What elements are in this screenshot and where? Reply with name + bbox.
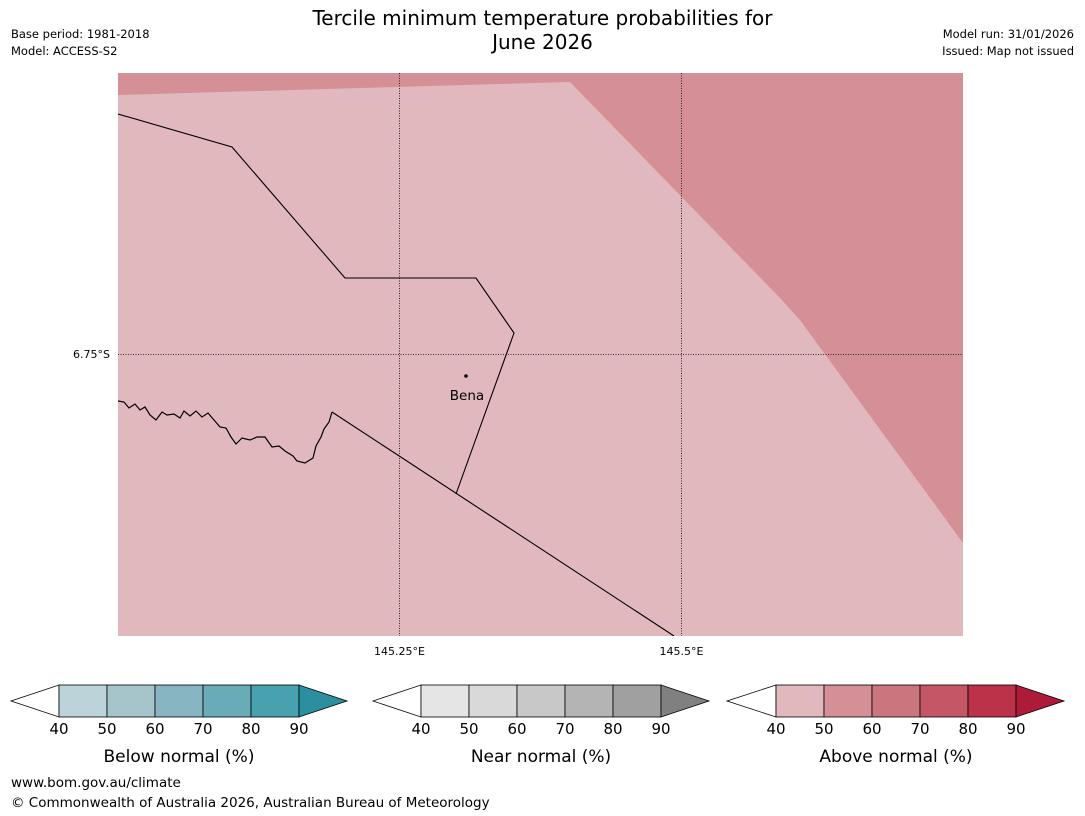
title-line-1: Tercile minimum temperature probabilitie… — [312, 6, 773, 30]
legend-cell — [468, 684, 518, 718]
lon-label-1: 145.25°E — [374, 645, 425, 658]
legend-title: Above normal (%) — [819, 747, 972, 767]
base-period: Base period: 1981-2018 — [11, 27, 150, 41]
legend-cell — [967, 684, 1017, 718]
legend-cell — [202, 684, 252, 718]
legend-tick-label: 70 — [910, 720, 929, 738]
lat-label: 6.75°S — [73, 348, 110, 361]
legend-arrow-low — [9, 684, 60, 718]
legend-cell — [154, 684, 204, 718]
lon-label-2: 145.5°E — [660, 645, 704, 658]
legend-arrow-high — [298, 684, 349, 718]
legend-tick-label: 70 — [555, 720, 574, 738]
legend-cell — [823, 684, 873, 718]
legend-cell — [612, 684, 662, 718]
legend-title: Below normal (%) — [104, 747, 255, 767]
legend-tick-label: 60 — [507, 720, 526, 738]
legend-cell — [106, 684, 156, 718]
map-figure: Bena 6.75°S 145.25°E 145.5°E — [73, 73, 963, 658]
legend-tick-label: 40 — [766, 720, 785, 738]
legend-cell — [564, 684, 614, 718]
legend-cell — [420, 684, 470, 718]
legend-tick-label: 70 — [193, 720, 212, 738]
legend-cell — [250, 684, 300, 718]
legend-tick-label: 50 — [459, 720, 478, 738]
legend-cell — [775, 684, 825, 718]
model-name: Model: ACCESS-S2 — [11, 44, 118, 58]
legend-cell — [516, 684, 566, 718]
region-above-normal-50-60 — [118, 73, 963, 543]
legend-tick-label: 50 — [97, 720, 116, 738]
legend-below-normal: 40 50 60 70 80 90 Below normal (%) — [9, 684, 349, 767]
legend-tick-label: 50 — [814, 720, 833, 738]
province-boundary — [118, 113, 515, 495]
legend-tick-label: 40 — [49, 720, 68, 738]
legend-arrow-high — [1015, 684, 1066, 718]
meta-right: Model run: 31/01/2026 Issued: Map not is… — [942, 26, 1074, 60]
legend-tick-label: 80 — [958, 720, 977, 738]
legend-arrow-low — [371, 684, 422, 718]
legend-tick-label: 80 — [603, 720, 622, 738]
legend-area: 40 50 60 70 80 90 Below normal (%) 40 50 60 70 80 9… — [9, 684, 1066, 767]
legend-cell — [871, 684, 921, 718]
legend-arrow-high — [660, 684, 711, 718]
legend-cell — [58, 684, 108, 718]
legend-title: Near normal (%) — [471, 747, 611, 767]
place-marker — [464, 374, 468, 378]
legend-cell — [919, 684, 969, 718]
legend-tick-label: 90 — [289, 720, 308, 738]
meta-left: Base period: 1981-2018 Model: ACCESS-S2 — [11, 26, 150, 60]
legend-tick-label: 80 — [241, 720, 260, 738]
legend-arrow-low — [725, 684, 777, 718]
map-area: Bena — [118, 73, 963, 636]
place-label: Bena — [450, 388, 484, 404]
legend-tick-label: 40 — [411, 720, 430, 738]
issued-status: Issued: Map not issued — [942, 44, 1074, 58]
legend-tick-label: 90 — [1006, 720, 1025, 738]
map-title: Tercile minimum temperature probabilitie… — [0, 6, 1085, 54]
coastline — [118, 400, 333, 464]
model-run: Model run: 31/01/2026 — [942, 27, 1074, 41]
legend-tick-label: 60 — [145, 720, 164, 738]
title-line-2: June 2026 — [492, 30, 593, 54]
legend-near-normal: 40 50 60 70 80 90 Near normal (%) — [371, 684, 711, 767]
legend-above-normal: 40 50 60 70 80 90 Above normal (%) — [725, 684, 1066, 767]
footer-copyright: © Commonwealth of Australia 2026, Austra… — [11, 795, 490, 811]
footer-url: www.bom.gov.au/climate — [11, 775, 181, 791]
legend-tick-label: 60 — [862, 720, 881, 738]
province-boundary-south — [331, 411, 675, 636]
legend-tick-label: 90 — [651, 720, 670, 738]
